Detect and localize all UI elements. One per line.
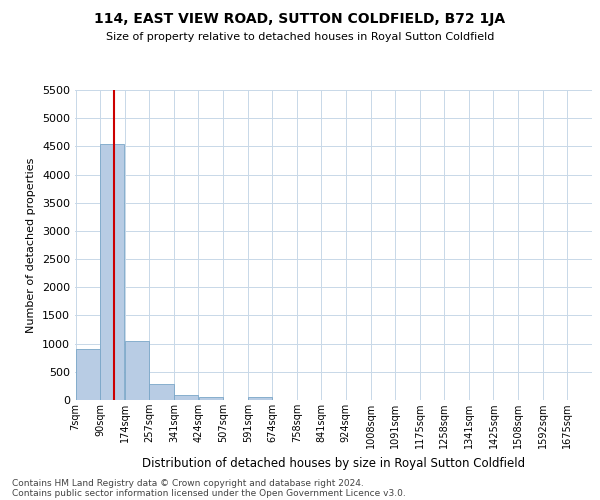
X-axis label: Distribution of detached houses by size in Royal Sutton Coldfield: Distribution of detached houses by size … — [142, 456, 525, 469]
Bar — [76, 350, 100, 400]
Text: Size of property relative to detached houses in Royal Sutton Coldfield: Size of property relative to detached ho… — [106, 32, 494, 42]
Bar — [100, 144, 124, 400]
Y-axis label: Number of detached properties: Number of detached properties — [26, 158, 37, 332]
Text: 114, EAST VIEW ROAD, SUTTON COLDFIELD, B72 1JA: 114, EAST VIEW ROAD, SUTTON COLDFIELD, B… — [94, 12, 506, 26]
Bar — [125, 341, 149, 400]
Bar — [199, 397, 223, 400]
Bar — [174, 396, 199, 400]
Text: Contains HM Land Registry data © Crown copyright and database right 2024.: Contains HM Land Registry data © Crown c… — [12, 478, 364, 488]
Bar — [248, 396, 272, 400]
Text: Contains public sector information licensed under the Open Government Licence v3: Contains public sector information licen… — [12, 488, 406, 498]
Text: 114 EAST VIEW ROAD: 138sqm
← 59% of detached houses are smaller (4,083)
40% of s: 114 EAST VIEW ROAD: 138sqm ← 59% of deta… — [0, 499, 1, 500]
Bar — [149, 384, 173, 400]
